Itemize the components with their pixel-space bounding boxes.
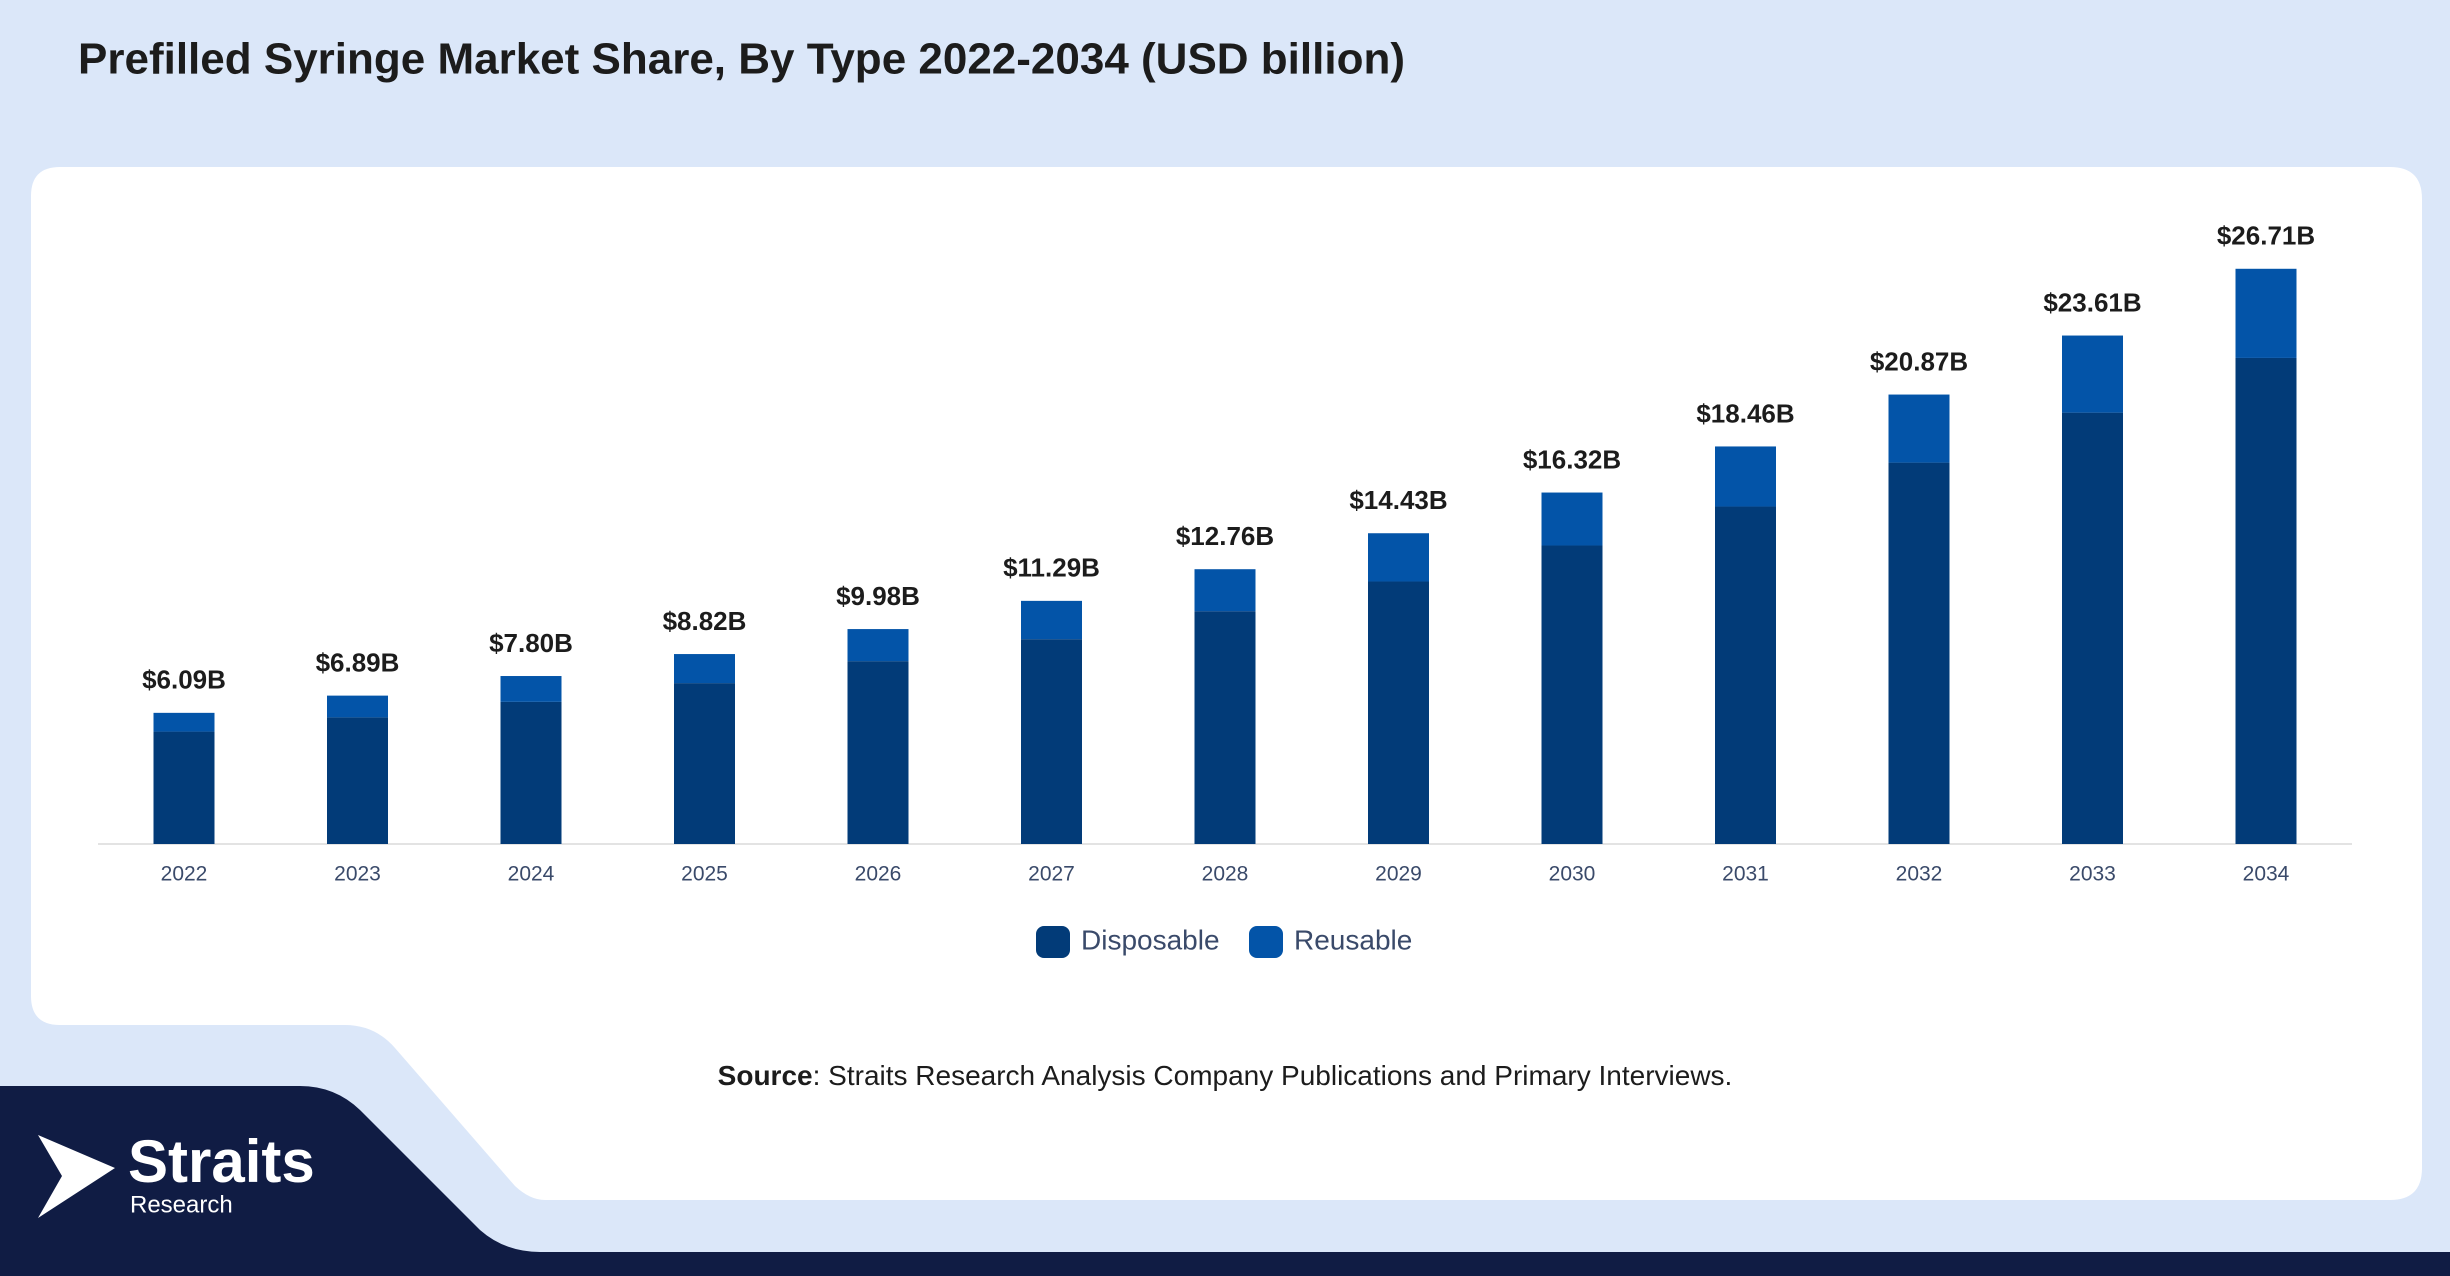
bar-segment	[1715, 446, 1776, 507]
legend-label: Reusable	[1294, 924, 1412, 955]
total-label: $18.46B	[1696, 398, 1794, 428]
bar-segment	[327, 717, 388, 844]
total-label: $20.87B	[1870, 346, 1968, 376]
bar-segment	[1888, 394, 1950, 463]
total-label: $6.89B	[316, 647, 400, 677]
total-label: $23.61B	[2043, 287, 2141, 317]
bar-segment	[327, 695, 388, 718]
total-label: $16.32B	[1523, 444, 1621, 474]
total-label: $9.98B	[836, 581, 920, 611]
total-label: $6.09B	[142, 665, 226, 695]
bar-segment	[847, 661, 909, 844]
bar-segment	[674, 654, 735, 684]
x-tick-label: 2033	[2069, 863, 2116, 886]
x-tick-label: 2024	[508, 863, 555, 886]
total-label: $7.80B	[489, 628, 573, 658]
source-label: Source	[718, 1060, 813, 1091]
x-tick-label: 2034	[2243, 863, 2290, 886]
bar-segment	[1368, 581, 1429, 844]
bar-segment	[1888, 462, 1950, 844]
bar-segment	[153, 731, 215, 844]
logo-sub: Research	[130, 1191, 233, 1218]
bar-segment	[500, 676, 562, 702]
bar-segment	[674, 683, 735, 844]
bar-segment	[1021, 600, 1082, 640]
total-label: $26.71B	[2217, 221, 2315, 251]
x-tick-label: 2031	[1722, 863, 1769, 886]
x-tick-label: 2023	[334, 863, 381, 886]
bar-segment	[1541, 545, 1603, 844]
bar-segment	[500, 701, 562, 844]
bar-segment	[1715, 506, 1776, 844]
legend-label: Disposable	[1081, 924, 1220, 955]
x-tick-label: 2026	[855, 863, 902, 886]
source: Source: Straits Research Analysis Compan…	[718, 1060, 1733, 1091]
bar-segment	[1541, 492, 1603, 546]
x-tick-label: 2030	[1549, 863, 1596, 886]
bar-segment	[847, 629, 909, 662]
logo-icon	[38, 1135, 115, 1218]
x-tick-label: 2022	[161, 863, 208, 886]
x-tick-label: 2028	[1202, 863, 1249, 886]
bar-segment	[1194, 611, 1256, 844]
source-text: : Straits Research Analysis Company Publ…	[813, 1060, 1733, 1091]
x-tick-label: 2027	[1028, 863, 1075, 886]
bar-segment	[153, 712, 215, 732]
total-label: $12.76B	[1176, 521, 1274, 551]
bar-segment	[1368, 533, 1429, 582]
chart-title: Prefilled Syringe Market Share, By Type …	[78, 35, 1405, 84]
footer-band	[0, 1086, 2450, 1276]
bar-segment	[2062, 412, 2123, 844]
bar-segment	[1194, 569, 1256, 612]
logo-name: Straits	[128, 1128, 315, 1195]
bar-segment	[2062, 335, 2123, 413]
legend-swatch	[1249, 926, 1283, 958]
total-label: $14.43B	[1349, 485, 1447, 515]
total-label: $11.29B	[1003, 553, 1100, 583]
x-tick-label: 2025	[681, 863, 728, 886]
bar-segment	[2235, 268, 2297, 358]
bar-segment	[2235, 357, 2297, 844]
bar-segment	[1021, 639, 1082, 844]
x-tick-label: 2032	[1896, 863, 1943, 886]
x-tick-label: 2029	[1375, 863, 1422, 886]
legend-swatch	[1036, 926, 1070, 958]
total-label: $8.82B	[663, 606, 747, 636]
